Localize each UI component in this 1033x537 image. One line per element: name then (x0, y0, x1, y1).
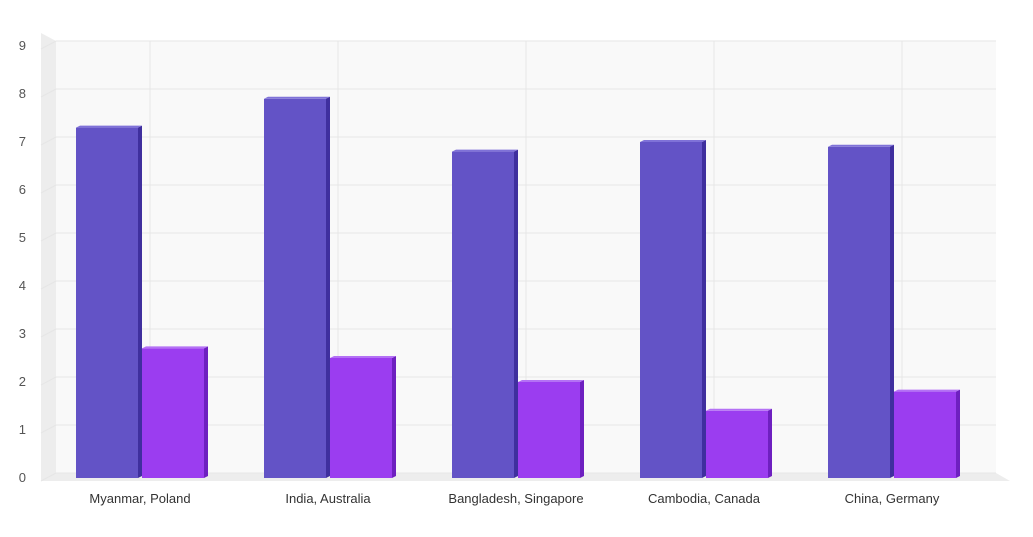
bar-side (138, 125, 142, 478)
bar-side (956, 389, 960, 478)
y-gridline-side (40, 136, 57, 146)
bar-side (768, 408, 772, 478)
y-gridline-side (40, 88, 57, 98)
x-category-label: Myanmar, Poland (89, 491, 190, 506)
bar-side (204, 346, 208, 478)
bar-series1-3 (640, 140, 706, 478)
bar-front (452, 151, 514, 478)
y-tick-label: 7 (19, 134, 26, 149)
bar-front (264, 98, 326, 479)
bar-series1-2 (452, 149, 518, 478)
y-tick-label: 2 (19, 374, 26, 389)
y-tick-label: 9 (19, 38, 26, 53)
bar-top (894, 389, 960, 392)
y-gridline-side (40, 280, 57, 290)
bar-top (640, 140, 706, 142)
y-gridline-side (40, 424, 57, 434)
bar-front (142, 348, 204, 478)
y-gridline-side (40, 184, 57, 194)
bar-top (452, 149, 518, 152)
y-tick-label: 1 (19, 422, 26, 437)
bar-front (640, 142, 702, 478)
axis-labels: 0 1 2 3 4 5 6 7 8 9 Myanmar, Poland India, Australi… (19, 38, 940, 506)
y-tick-label: 8 (19, 86, 26, 101)
bar-series1-4 (828, 144, 894, 479)
bar-side (392, 356, 396, 478)
bar-side (514, 149, 518, 478)
bar-series2-1 (330, 356, 396, 478)
bar-top (706, 408, 772, 411)
bar-top (76, 125, 142, 128)
bar-top (264, 96, 330, 99)
y-tick-label: 5 (19, 230, 26, 245)
x-category-label: India, Australia (285, 491, 371, 506)
bar-series2-2 (518, 380, 584, 478)
bar-side (580, 380, 584, 478)
y-gridline-side (40, 328, 57, 338)
y-tick-label: 3 (19, 326, 26, 341)
bar-series1-1 (264, 96, 330, 479)
y-gridline-side (40, 232, 57, 242)
bar-series1-0 (76, 125, 142, 478)
x-category-label: Cambodia, Canada (648, 491, 761, 506)
bars (76, 96, 960, 479)
bar-series2-4 (894, 389, 960, 478)
bar-series2-0 (142, 346, 208, 478)
bar-front (894, 391, 956, 478)
bar-front (330, 358, 392, 478)
bar-top (518, 380, 584, 382)
bar-top (330, 356, 396, 358)
y-tick-label: 0 (19, 470, 26, 485)
bar-front (706, 410, 768, 478)
x-category-label: China, Germany (845, 491, 940, 506)
bar-side (890, 144, 894, 479)
bar-side (702, 140, 706, 478)
x-category-label: Bangladesh, Singapore (448, 491, 583, 506)
bar-front (76, 127, 138, 478)
bar-front (828, 146, 890, 479)
bar-front (518, 382, 580, 478)
bar-series2-3 (706, 408, 772, 478)
y-tick-label: 4 (19, 278, 26, 293)
y-axis-wall (41, 33, 56, 481)
y-tick-label: 6 (19, 182, 26, 197)
bar-top (828, 144, 894, 147)
bar-side (326, 96, 330, 479)
bar-top (142, 346, 208, 349)
y-gridline-side (40, 40, 57, 50)
y-gridline-side (40, 472, 57, 482)
y-gridline-side (40, 376, 57, 386)
